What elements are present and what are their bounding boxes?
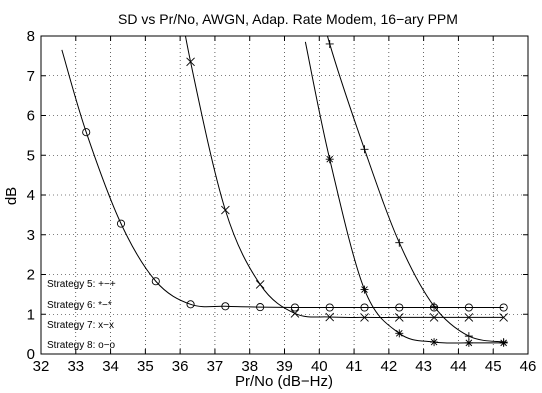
data-point-circle xyxy=(151,277,160,286)
x-tick-label: 44 xyxy=(450,358,467,375)
data-point-circle xyxy=(464,303,473,312)
series-line-x xyxy=(184,36,504,318)
y-tick-label: 2 xyxy=(27,267,35,284)
data-point-plus xyxy=(464,332,473,341)
series-circle xyxy=(61,49,508,312)
data-point-x xyxy=(360,313,369,322)
data-point-star xyxy=(499,338,508,347)
data-point-x xyxy=(290,309,300,318)
data-point-circle xyxy=(221,302,230,311)
data-point-plus xyxy=(395,238,404,247)
x-tick-label: 36 xyxy=(172,358,189,375)
x-tick-label: 45 xyxy=(485,358,502,375)
plot-area-frame xyxy=(40,35,529,355)
x-tick-label: 40 xyxy=(311,358,328,375)
data-point-circle xyxy=(360,303,369,312)
y-tick-label: 3 xyxy=(27,227,35,244)
legend-entry: Strategy 5: +−+ xyxy=(47,279,116,290)
legend-entry: Strategy 6: *−* xyxy=(47,300,112,311)
x-axis-label: Pr/No (dB−Hz) xyxy=(235,373,333,390)
y-tick-label: 7 xyxy=(27,68,35,85)
data-point-circle xyxy=(116,219,126,228)
data-point-x xyxy=(429,313,439,322)
data-point-star xyxy=(325,155,334,164)
data-point-x xyxy=(499,313,508,322)
y-tick-label: 4 xyxy=(27,187,35,204)
x-tick-label: 38 xyxy=(241,358,258,375)
legend-entry: Strategy 7: x−x xyxy=(47,320,114,331)
data-point-circle xyxy=(430,303,439,312)
data-point-x xyxy=(255,280,265,289)
data-point-circle xyxy=(290,303,299,312)
x-tick-label: 46 xyxy=(520,358,537,375)
x-tick-label: 39 xyxy=(276,358,293,375)
x-tick-label: 33 xyxy=(67,358,84,375)
data-point-circle xyxy=(82,128,91,137)
x-tick-label: 41 xyxy=(346,358,363,375)
data-point-x xyxy=(325,312,335,322)
data-point-plus xyxy=(360,145,369,154)
x-tick-label: 32 xyxy=(33,358,50,375)
grid xyxy=(41,36,528,354)
y-tick-label: 6 xyxy=(27,108,35,125)
series-line-star xyxy=(304,41,504,344)
x-tick-label: 42 xyxy=(381,358,398,375)
series-x xyxy=(184,36,508,322)
x-tick-label: 43 xyxy=(415,358,432,375)
data-point-star xyxy=(395,329,404,338)
data-point-star xyxy=(360,285,369,294)
y-tick-label: 1 xyxy=(27,306,35,323)
series-line-plus xyxy=(326,36,504,343)
data-point-circle xyxy=(395,303,404,312)
series-line-circle xyxy=(61,49,504,309)
data-point-circle xyxy=(186,300,195,309)
y-axis-label: dB xyxy=(3,187,20,205)
data-point-x xyxy=(221,205,230,215)
data-point-circle xyxy=(499,303,508,312)
series-group xyxy=(61,36,508,347)
y-tick-label: 8 xyxy=(27,28,35,45)
data-point-plus xyxy=(325,39,334,48)
data-point-x xyxy=(186,57,195,67)
data-point-star xyxy=(430,338,439,347)
chart-title: SD vs Pr/No, AWGN, Adap. Rate Modem, 16−… xyxy=(118,11,458,27)
legend-entry: Strategy 8: o−o xyxy=(47,340,116,351)
x-tick-label: 34 xyxy=(102,358,119,375)
legend: Strategy 5: +−+ Strategy 6: *−* Strategy 7… xyxy=(47,279,116,351)
y-tick-label: 5 xyxy=(27,147,35,164)
series-plus xyxy=(325,36,508,347)
data-point-circle xyxy=(325,303,334,312)
x-tick-label: 35 xyxy=(137,358,154,375)
data-point-x xyxy=(394,313,404,322)
x-tick-label: 37 xyxy=(207,358,224,375)
series-star xyxy=(304,41,508,347)
data-point-circle xyxy=(256,303,265,312)
y-tick-label: 0 xyxy=(27,346,35,363)
data-point-x xyxy=(464,313,474,322)
data-point-star xyxy=(464,338,473,347)
